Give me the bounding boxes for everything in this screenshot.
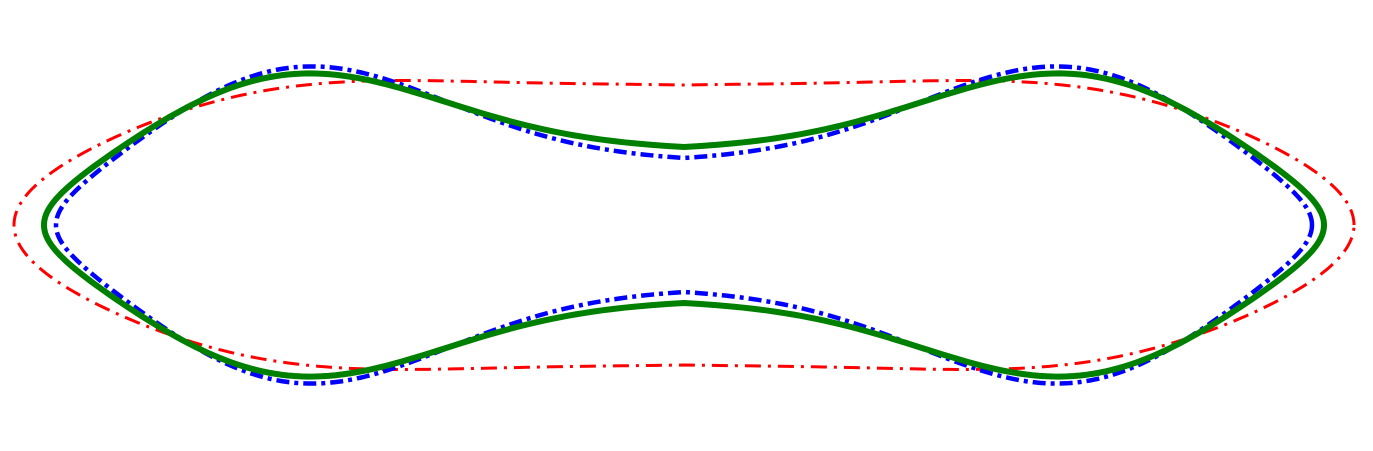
blue-dash-dot-curve bbox=[53, 64, 1315, 386]
green-solid-curve bbox=[41, 70, 1327, 380]
red-dash-dot-curve bbox=[12, 79, 1356, 371]
